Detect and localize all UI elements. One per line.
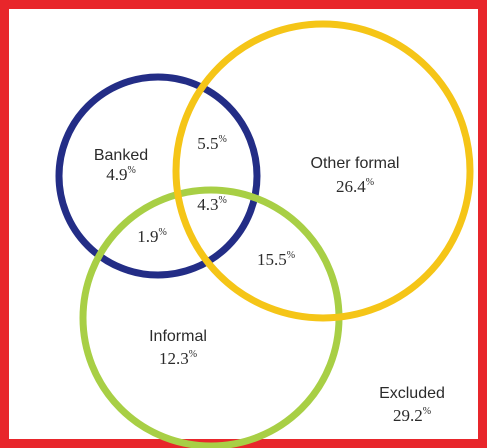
other-informal-unit: % xyxy=(287,250,295,261)
all-three-unit: % xyxy=(218,195,226,206)
other-formal-unit: % xyxy=(366,177,374,188)
other-informal-value: 15.5% xyxy=(257,250,295,269)
banked-other-unit: % xyxy=(218,134,226,145)
informal-unit: % xyxy=(189,349,197,360)
banked-unit: % xyxy=(127,165,135,176)
excluded-label: Excluded xyxy=(379,385,445,402)
excluded-unit: % xyxy=(423,406,431,417)
other-formal-circle xyxy=(172,20,474,322)
other-formal-value: 26.4% xyxy=(336,177,374,196)
other-formal-label: Other formal xyxy=(311,155,400,172)
banked-label: Banked xyxy=(94,147,148,164)
informal-label: Informal xyxy=(149,328,207,345)
excluded-value: 29.2% xyxy=(393,406,431,425)
banked-informal-unit: % xyxy=(158,227,166,238)
informal-value: 12.3% xyxy=(159,349,197,368)
banked-circle xyxy=(55,73,261,279)
